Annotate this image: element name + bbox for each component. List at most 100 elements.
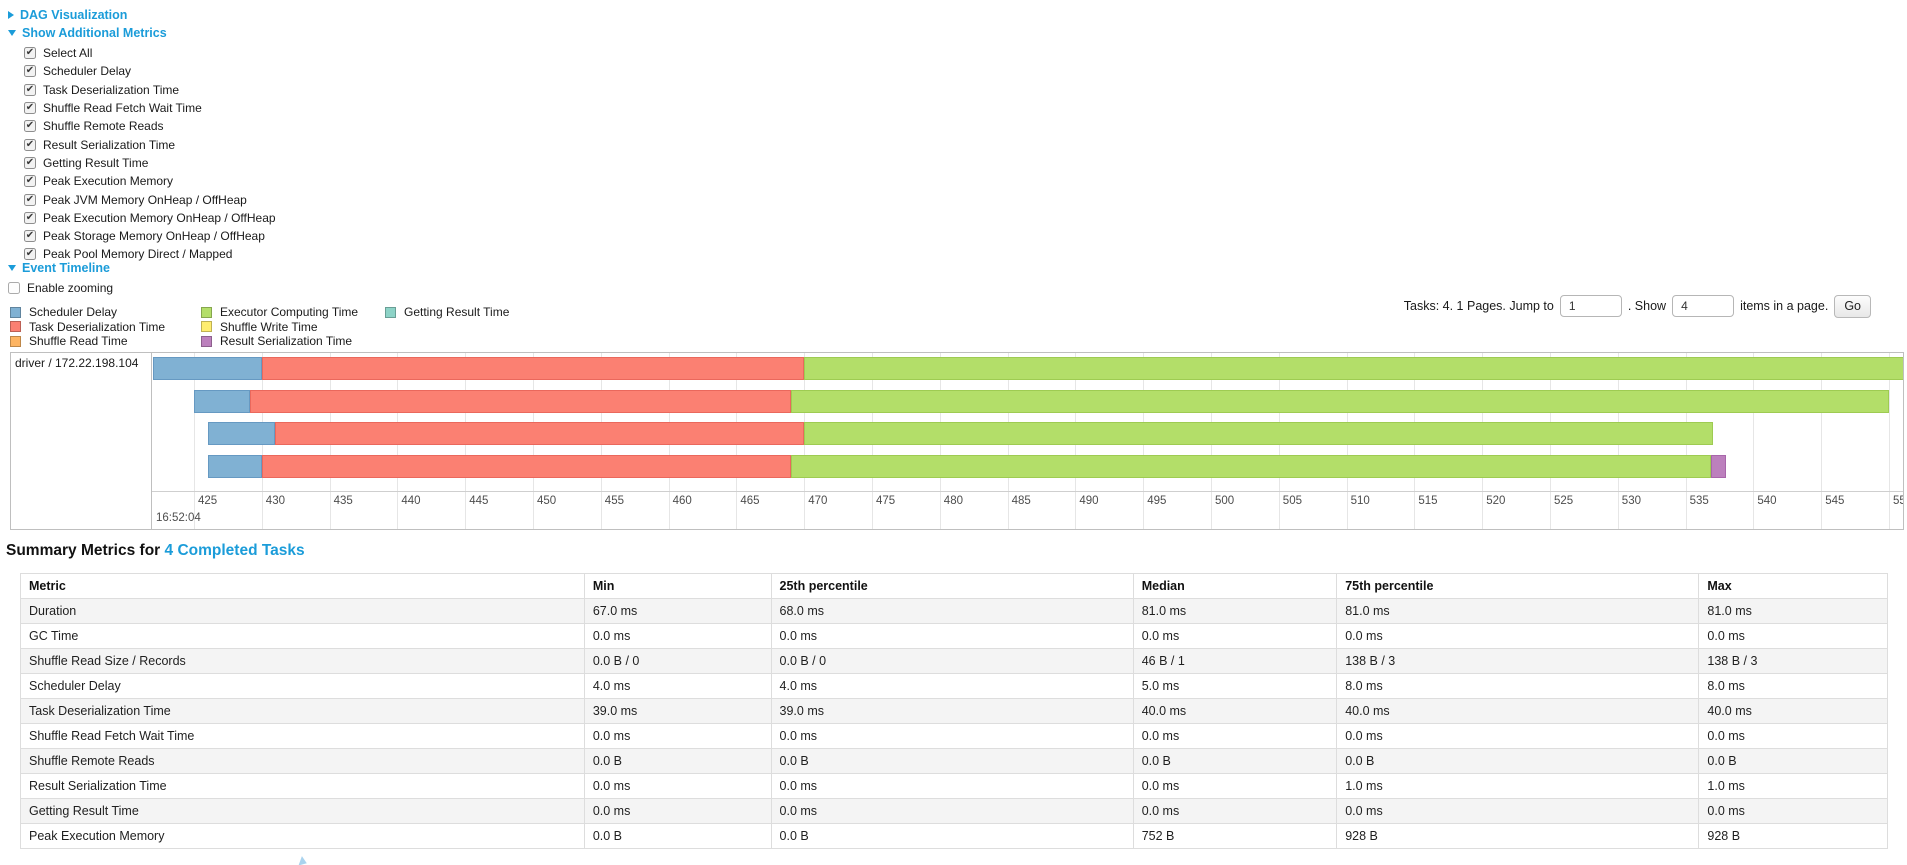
checkbox-checked-icon[interactable]: ✔ <box>24 65 36 78</box>
task-bar-task-deserialization[interactable] <box>261 357 805 380</box>
metric-value-cell: 0.0 ms <box>1698 623 1888 649</box>
dag-visualization-label: DAG Visualization <box>20 8 128 22</box>
metric-value-cell: 39.0 ms <box>770 698 1134 724</box>
metric-value-cell: 0.0 ms <box>1698 798 1888 824</box>
metric-value-cell: 0.0 ms <box>583 723 772 749</box>
table-row: Duration 67.0 ms 68.0 ms 81.0 ms 81.0 ms 81.0… <box>20 598 1888 624</box>
metric-value-cell: 0.0 B <box>770 748 1134 774</box>
completed-tasks-link[interactable]: 4 Completed Tasks <box>164 542 305 559</box>
task-bar-scheduler-delay[interactable] <box>207 454 262 478</box>
additional-metrics-list: ✔ Select All ✔ Scheduler Delay ✔ Task Deseria… <box>24 44 276 264</box>
metric-value-cell: 67.0 ms <box>583 598 772 624</box>
metric-value-cell: 0.0 ms <box>1336 723 1700 749</box>
checkbox-checked-icon[interactable]: ✔ <box>24 102 36 115</box>
axis-tick-label: 455 <box>604 495 624 507</box>
checkbox-checked-icon[interactable]: ✔ <box>24 156 36 169</box>
axis-gridline <box>194 353 195 529</box>
metric-value-cell: 0.0 ms <box>1132 773 1338 799</box>
checkbox-checked-icon[interactable]: ✔ <box>24 83 36 96</box>
axis-tick-label: 505 <box>1282 495 1302 507</box>
metric-name-cell: Shuffle Read Fetch Wait Time <box>20 723 585 749</box>
checkbox-checked-icon[interactable]: ✔ <box>24 120 36 133</box>
axis-tick-label: 470 <box>808 495 828 507</box>
metric-value-cell: 39.0 ms <box>583 698 772 724</box>
checkbox-checked-icon[interactable]: ✔ <box>24 211 36 224</box>
metric-value-cell: 0.0 ms <box>1132 798 1338 824</box>
axis-tick-label: 510 <box>1350 495 1370 507</box>
metric-name-cell: Shuffle Read Size / Records <box>20 648 585 674</box>
chevron-down-icon <box>8 30 16 36</box>
axis-tick-label: 485 <box>1011 495 1031 507</box>
task-bar-executor-computing[interactable] <box>790 454 1712 478</box>
checkbox-checked-icon[interactable]: ✔ <box>24 175 36 188</box>
checkbox-checked-icon[interactable]: ✔ <box>24 230 36 243</box>
task-bar-task-deserialization[interactable] <box>249 389 791 413</box>
axis-tick-label: 550 <box>1893 495 1903 507</box>
checkbox-checked-icon[interactable]: ✔ <box>24 47 36 60</box>
table-row: GC Time 0.0 ms 0.0 ms 0.0 ms 0.0 ms 0.0 ms <box>20 623 1888 649</box>
metric-checkbox-row: ✔ Peak Execution Memory OnHeap / OffHeap <box>24 209 276 227</box>
table-row: Scheduler Delay 4.0 ms 4.0 ms 5.0 ms 8.0 ms 8… <box>20 673 1888 699</box>
task-bar-executor-computing[interactable] <box>804 422 1713 445</box>
task-bar-scheduler-delay[interactable] <box>207 422 276 445</box>
items-per-page-input[interactable] <box>1672 295 1735 317</box>
metric-checkbox-label: Shuffle Read Fetch Wait Time <box>43 101 202 116</box>
metric-value-cell: 46 B / 1 <box>1132 648 1338 674</box>
task-bar-task-deserialization[interactable] <box>275 422 805 445</box>
metric-value-cell: 4.0 ms <box>583 673 772 699</box>
legend-swatch-icon <box>10 321 21 333</box>
items-in-page-text: items in a page. <box>1740 299 1829 313</box>
enable-zooming-row: ✔ Enable zooming <box>8 279 113 297</box>
task-bar-result-serialization[interactable] <box>1711 454 1727 478</box>
task-bar-scheduler-delay[interactable] <box>194 389 250 413</box>
executor-row-label: driver / 172.22.198.104 <box>15 356 139 370</box>
legend-swatch-icon <box>385 306 396 318</box>
metric-value-cell: 4.0 ms <box>770 673 1134 699</box>
summary-column-header: Median <box>1132 573 1338 599</box>
axis-tick-label: 515 <box>1418 495 1438 507</box>
table-row: Getting Result Time 0.0 ms 0.0 ms 0.0 ms 0.0… <box>20 798 1888 824</box>
legend-item: Getting Result Time <box>385 305 509 320</box>
timeline-label-column: driver / 172.22.198.104 <box>11 353 152 529</box>
task-bar-executor-computing[interactable] <box>804 357 1903 380</box>
dag-visualization-toggle[interactable]: DAG Visualization <box>8 8 127 22</box>
axis-tick-label: 475 <box>876 495 896 507</box>
metric-checkbox-row: ✔ Shuffle Read Fetch Wait Time <box>24 99 276 117</box>
metric-value-cell: 0.0 B / 0 <box>583 648 772 674</box>
task-bar-executor-computing[interactable] <box>790 389 1889 413</box>
jump-to-page-input[interactable] <box>1559 295 1622 317</box>
enable-zooming-checkbox[interactable]: ✔ <box>8 282 20 295</box>
metric-value-cell: 928 B <box>1698 823 1888 849</box>
metric-value-cell: 81.0 ms <box>1132 598 1338 624</box>
show-additional-metrics-toggle[interactable]: Show Additional Metrics <box>8 26 167 40</box>
task-bar-scheduler-delay[interactable] <box>153 357 262 380</box>
metric-checkbox-label: Scheduler Delay <box>43 64 132 79</box>
go-button[interactable]: Go <box>1834 294 1871 318</box>
metric-value-cell: 81.0 ms <box>1336 598 1700 624</box>
show-text: . Show <box>1627 299 1667 313</box>
checkbox-checked-icon[interactable]: ✔ <box>24 248 36 261</box>
summary-column-header: 75th percentile <box>1336 573 1700 599</box>
axis-tick-label: 490 <box>1079 495 1099 507</box>
metric-checkbox-row: ✔ Result Serialization Time <box>24 135 276 153</box>
metric-value-cell: 8.0 ms <box>1336 673 1700 699</box>
metric-name-cell: Shuffle Remote Reads <box>20 748 585 774</box>
table-row: Peak Execution Memory 0.0 B 0.0 B 752 B 928 … <box>20 823 1888 849</box>
axis-tick-label: 450 <box>537 495 557 507</box>
event-timeline-toggle[interactable]: Event Timeline <box>8 261 110 275</box>
checkbox-checked-icon[interactable]: ✔ <box>24 193 36 206</box>
metric-value-cell: 40.0 ms <box>1336 698 1700 724</box>
metric-value-cell: 8.0 ms <box>1698 673 1888 699</box>
legend-item: Shuffle Read Time <box>10 334 165 349</box>
legend-label: Task Deserialization Time <box>29 319 166 334</box>
legend-label: Executor Computing Time <box>220 305 359 320</box>
legend-swatch-icon <box>201 306 212 318</box>
legend-label: Result Serialization Time <box>220 334 353 349</box>
summary-heading-prefix: Summary Metrics for <box>6 542 161 559</box>
summary-column-header: Max <box>1698 573 1888 599</box>
task-bar-task-deserialization[interactable] <box>261 454 791 478</box>
table-row: Shuffle Remote Reads 0.0 B 0.0 B 0.0 B 0.0 B… <box>20 748 1888 774</box>
axis-tick-label: 460 <box>672 495 692 507</box>
checkbox-checked-icon[interactable]: ✔ <box>24 138 36 151</box>
